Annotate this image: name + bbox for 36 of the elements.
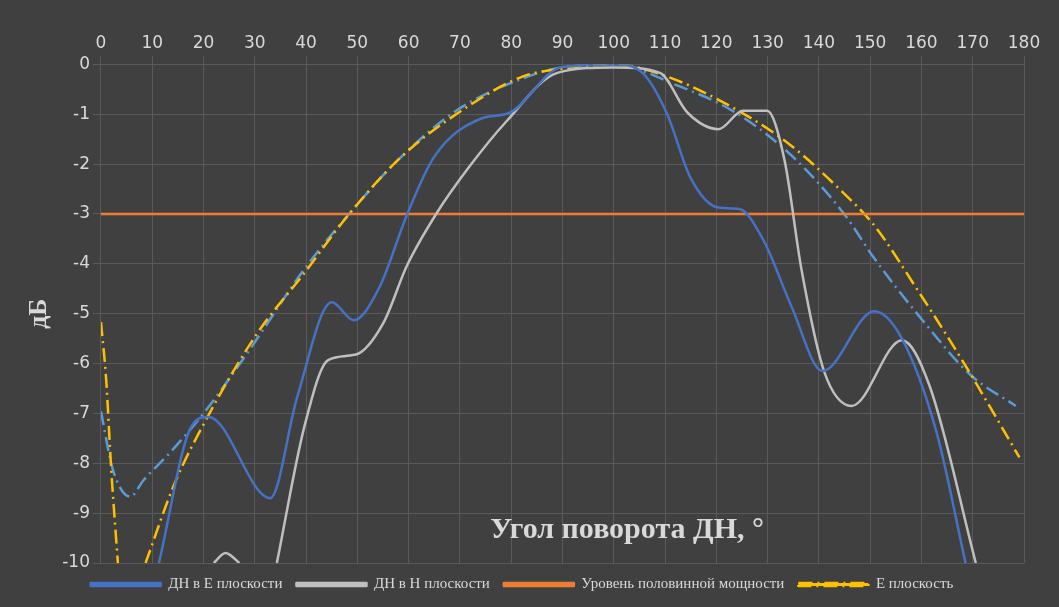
x-tick-label: 20 [192, 31, 215, 52]
x-tick-label: 10 [141, 31, 164, 52]
y-tick-label: -5 [73, 302, 90, 323]
y-axis-title: дБ [23, 298, 53, 329]
legend-label: Уровень половинной мощности [581, 575, 785, 592]
x-tick-label: 170 [956, 31, 989, 52]
legend-label: ДН в E плоскости [168, 575, 283, 592]
x-tick-label: 90 [551, 31, 574, 52]
x-tick-label: 0 [95, 31, 107, 52]
x-tick-label: 120 [700, 31, 733, 52]
x-tick-label: 40 [295, 31, 317, 52]
x-tick-label: 80 [500, 31, 523, 52]
x-tick-label: 60 [397, 31, 420, 52]
x-tick-label: 100 [597, 31, 630, 52]
x-tick-label: 30 [243, 31, 266, 52]
y-tick-label: -1 [73, 102, 90, 123]
y-tick-label: -7 [73, 401, 90, 422]
x-tick-label: 150 [853, 31, 887, 52]
x-tick-label: 70 [449, 31, 471, 52]
y-tick-label: -2 [73, 152, 90, 173]
x-tick-label: 140 [802, 31, 836, 52]
x-axis-title: Угол поворота ДН, ° [490, 510, 764, 544]
y-tick-label: -10 [62, 551, 90, 572]
y-tick-label: -9 [73, 501, 90, 522]
y-tick-label: -4 [73, 252, 90, 273]
legend-label: E плоскость [875, 575, 954, 592]
x-tick-label: 130 [751, 31, 784, 52]
x-tick-label: 110 [648, 31, 682, 52]
y-tick-label: -3 [73, 202, 90, 223]
x-tick-label: 50 [346, 31, 369, 52]
y-tick-label: 0 [79, 52, 90, 73]
legend-label: ДН в H плоскости [373, 575, 490, 592]
y-tick-label: -8 [73, 451, 90, 472]
y-tick-label: -6 [73, 351, 90, 372]
x-tick-label: 180 [1007, 31, 1041, 52]
x-tick-label: 160 [905, 31, 938, 52]
